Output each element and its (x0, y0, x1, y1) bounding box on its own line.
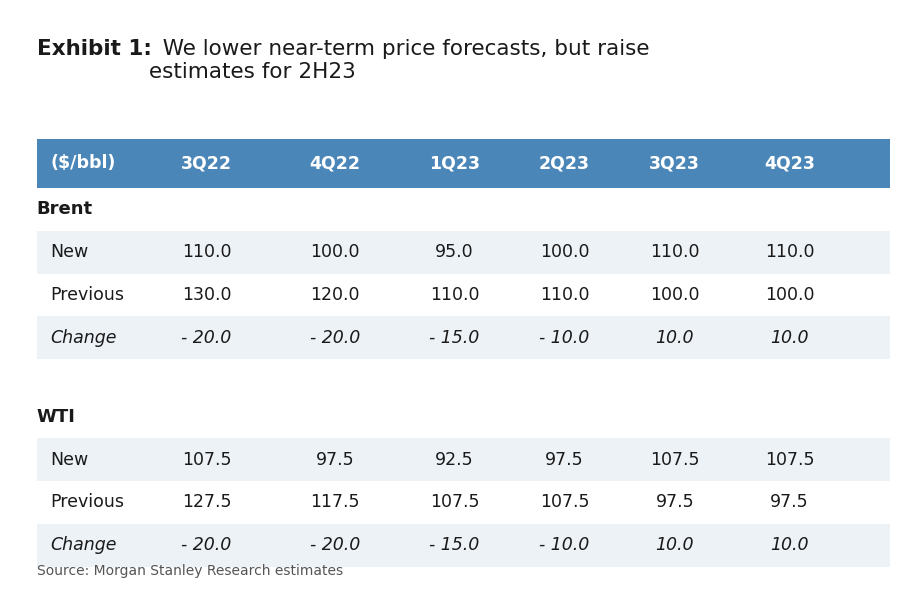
Text: 92.5: 92.5 (435, 451, 474, 468)
Text: 2Q23: 2Q23 (539, 154, 590, 172)
Text: We lower near-term price forecasts, but raise
estimates for 2H23: We lower near-term price forecasts, but … (149, 39, 649, 82)
Text: 110.0: 110.0 (540, 286, 589, 304)
Text: 95.0: 95.0 (435, 243, 474, 261)
Text: 107.5: 107.5 (650, 451, 700, 468)
Text: 97.5: 97.5 (545, 451, 584, 468)
FancyBboxPatch shape (37, 481, 890, 524)
Text: Source: Morgan Stanley Research estimates: Source: Morgan Stanley Research estimate… (37, 564, 342, 578)
Text: 100.0: 100.0 (765, 286, 814, 304)
Text: - 20.0: - 20.0 (182, 329, 231, 347)
Text: - 20.0: - 20.0 (310, 536, 360, 554)
Text: Previous: Previous (50, 286, 125, 304)
Text: Exhibit 1:: Exhibit 1: (37, 39, 151, 59)
Text: 3Q23: 3Q23 (649, 154, 700, 172)
Text: 10.0: 10.0 (770, 329, 809, 347)
Text: 4Q22: 4Q22 (309, 154, 361, 172)
Text: 100.0: 100.0 (650, 286, 700, 304)
FancyBboxPatch shape (37, 524, 890, 567)
Text: WTI: WTI (37, 408, 75, 426)
Text: Change: Change (50, 536, 117, 554)
Text: ($/bbl): ($/bbl) (50, 154, 116, 172)
Text: 117.5: 117.5 (310, 493, 360, 511)
FancyBboxPatch shape (37, 139, 890, 188)
Text: 97.5: 97.5 (655, 493, 694, 511)
Text: - 15.0: - 15.0 (430, 329, 479, 347)
Text: - 20.0: - 20.0 (310, 329, 360, 347)
Text: New: New (50, 451, 89, 468)
Text: - 20.0: - 20.0 (182, 536, 231, 554)
Text: 97.5: 97.5 (770, 493, 809, 511)
Text: 120.0: 120.0 (310, 286, 360, 304)
Text: 110.0: 110.0 (765, 243, 814, 261)
Text: 4Q23: 4Q23 (764, 154, 815, 172)
Text: 127.5: 127.5 (182, 493, 231, 511)
FancyBboxPatch shape (37, 274, 890, 316)
Text: 110.0: 110.0 (430, 286, 479, 304)
Text: 97.5: 97.5 (316, 451, 354, 468)
Text: Brent: Brent (37, 200, 93, 218)
Text: Change: Change (50, 329, 117, 347)
Text: 107.5: 107.5 (430, 493, 479, 511)
FancyBboxPatch shape (37, 231, 890, 274)
Text: 1Q23: 1Q23 (429, 154, 480, 172)
Text: 110.0: 110.0 (650, 243, 700, 261)
Text: 10.0: 10.0 (655, 536, 694, 554)
Text: 100.0: 100.0 (540, 243, 589, 261)
Text: 10.0: 10.0 (655, 329, 694, 347)
FancyBboxPatch shape (37, 438, 890, 481)
Text: 130.0: 130.0 (182, 286, 231, 304)
Text: 107.5: 107.5 (765, 451, 814, 468)
Text: 10.0: 10.0 (770, 536, 809, 554)
Text: - 15.0: - 15.0 (430, 536, 479, 554)
Text: - 10.0: - 10.0 (540, 536, 589, 554)
Text: - 10.0: - 10.0 (540, 329, 589, 347)
Text: 107.5: 107.5 (182, 451, 231, 468)
FancyBboxPatch shape (37, 316, 890, 359)
Text: 100.0: 100.0 (310, 243, 360, 261)
Text: 107.5: 107.5 (540, 493, 589, 511)
Text: Previous: Previous (50, 493, 125, 511)
Text: 3Q22: 3Q22 (181, 154, 232, 172)
Text: 110.0: 110.0 (182, 243, 231, 261)
Text: New: New (50, 243, 89, 261)
